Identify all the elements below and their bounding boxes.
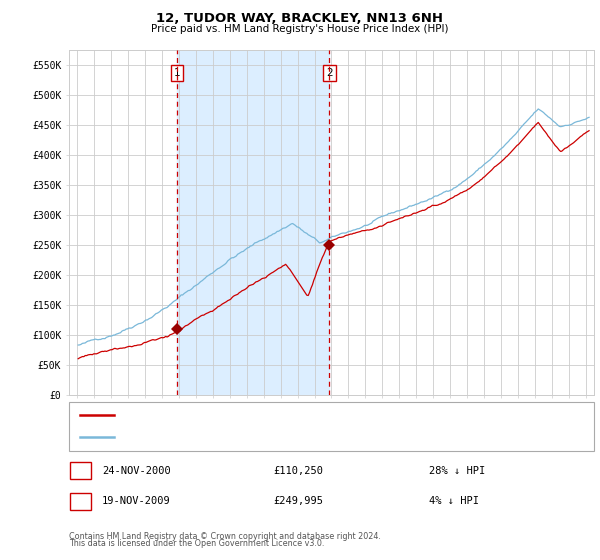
Text: 2: 2	[77, 497, 84, 506]
Bar	[177, 50, 329, 395]
Text: 12, TUDOR WAY, BRACKLEY, NN13 6NH: 12, TUDOR WAY, BRACKLEY, NN13 6NH	[157, 12, 443, 25]
Text: 4% ↓ HPI: 4% ↓ HPI	[429, 497, 479, 506]
Text: Contains HM Land Registry data © Crown copyright and database right 2024.: Contains HM Land Registry data © Crown c…	[69, 532, 381, 541]
Text: This data is licensed under the Open Government Licence v3.0.: This data is licensed under the Open Gov…	[69, 539, 325, 548]
Text: 19-NOV-2009: 19-NOV-2009	[102, 497, 171, 506]
Text: HPI: Average price, detached house, West Northamptonshire: HPI: Average price, detached house, West…	[120, 432, 417, 442]
Text: 1: 1	[77, 466, 84, 475]
Text: £249,995: £249,995	[273, 497, 323, 506]
Text: 12, TUDOR WAY, BRACKLEY, NN13 6NH (detached house): 12, TUDOR WAY, BRACKLEY, NN13 6NH (detac…	[120, 410, 401, 421]
Text: Price paid vs. HM Land Registry's House Price Index (HPI): Price paid vs. HM Land Registry's House …	[151, 24, 449, 34]
Text: 24-NOV-2000: 24-NOV-2000	[102, 466, 171, 475]
Text: 28% ↓ HPI: 28% ↓ HPI	[429, 466, 485, 475]
Text: £110,250: £110,250	[273, 466, 323, 475]
Text: 1: 1	[174, 68, 181, 78]
Text: 2: 2	[326, 68, 333, 78]
